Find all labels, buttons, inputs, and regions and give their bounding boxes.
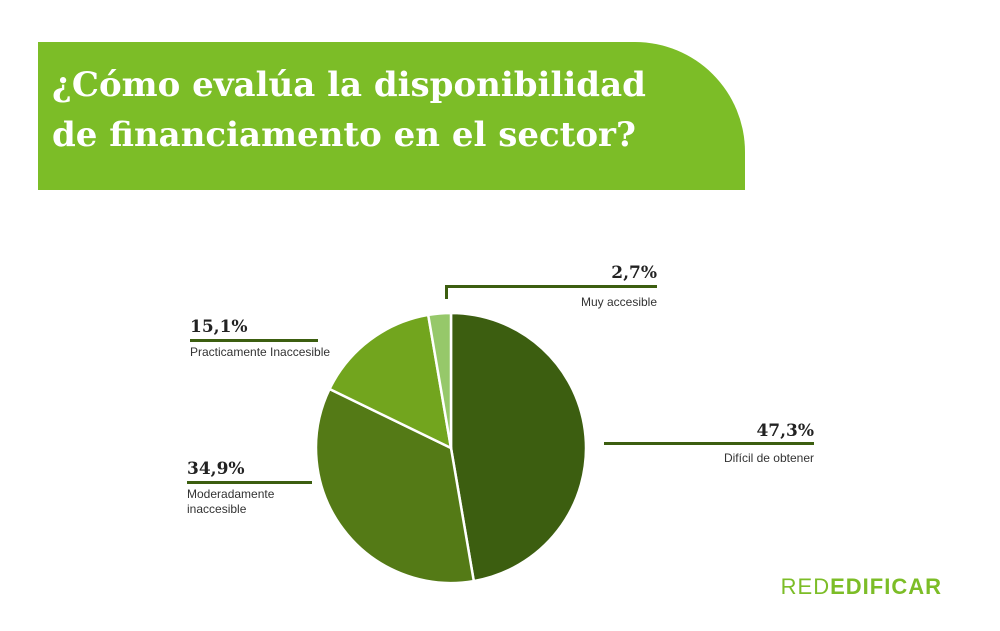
slice-category-moderadamente-line-2: inaccesible bbox=[187, 502, 247, 516]
slice-category-muy-accesible: Muy accesible bbox=[580, 295, 657, 309]
slice-label-moderadamente: 34,9% Moderadamente inaccesible bbox=[187, 459, 347, 517]
pie-slice-moderadamente bbox=[314, 387, 476, 585]
title-banner bbox=[38, 42, 745, 190]
pie-slice-muy-accesible bbox=[426, 311, 453, 450]
slice-category-dificil: Difícil de obtener bbox=[723, 451, 814, 465]
pie-slice-practicamente bbox=[328, 313, 453, 450]
chart-title: ¿Cómo evalúa la disponibilidad de financ… bbox=[52, 60, 712, 160]
brand-logo: REDEDIFICAR bbox=[781, 574, 942, 600]
slice-value-muy-accesible: 2,7% bbox=[611, 263, 657, 283]
slice-category-moderadamente-line-1: Moderadamente bbox=[187, 487, 275, 501]
slice-label-practicamente: 15,1% Practicamente Inaccesible bbox=[190, 317, 370, 360]
pie-slice-dificil bbox=[449, 311, 588, 583]
leader-line-muy-accesible bbox=[445, 285, 657, 288]
leader-line-dificil bbox=[604, 442, 814, 445]
slice-label-dificil: 47,3% Difícil de obtener bbox=[680, 421, 814, 466]
brand-logo-part-2: EDIFICAR bbox=[830, 574, 942, 599]
chart-title-line-1: ¿Cómo evalúa la disponibilidad bbox=[52, 65, 646, 105]
slice-label-muy-accesible: 2,7% Muy accesible bbox=[540, 263, 657, 310]
brand-logo-part-1: RED bbox=[780, 574, 831, 599]
slice-value-moderadamente: 34,9% bbox=[187, 459, 245, 479]
slice-value-practicamente: 15,1% bbox=[190, 317, 248, 337]
leader-line-muy-accesible-tick bbox=[445, 285, 448, 299]
slice-category-practicamente: Practicamente Inaccesible bbox=[190, 345, 331, 359]
leader-line-moderadamente bbox=[187, 481, 312, 484]
chart-title-line-2: de financiamento en el sector? bbox=[52, 115, 636, 155]
slice-value-dificil: 47,3% bbox=[756, 421, 814, 441]
leader-line-practicamente bbox=[190, 339, 318, 342]
